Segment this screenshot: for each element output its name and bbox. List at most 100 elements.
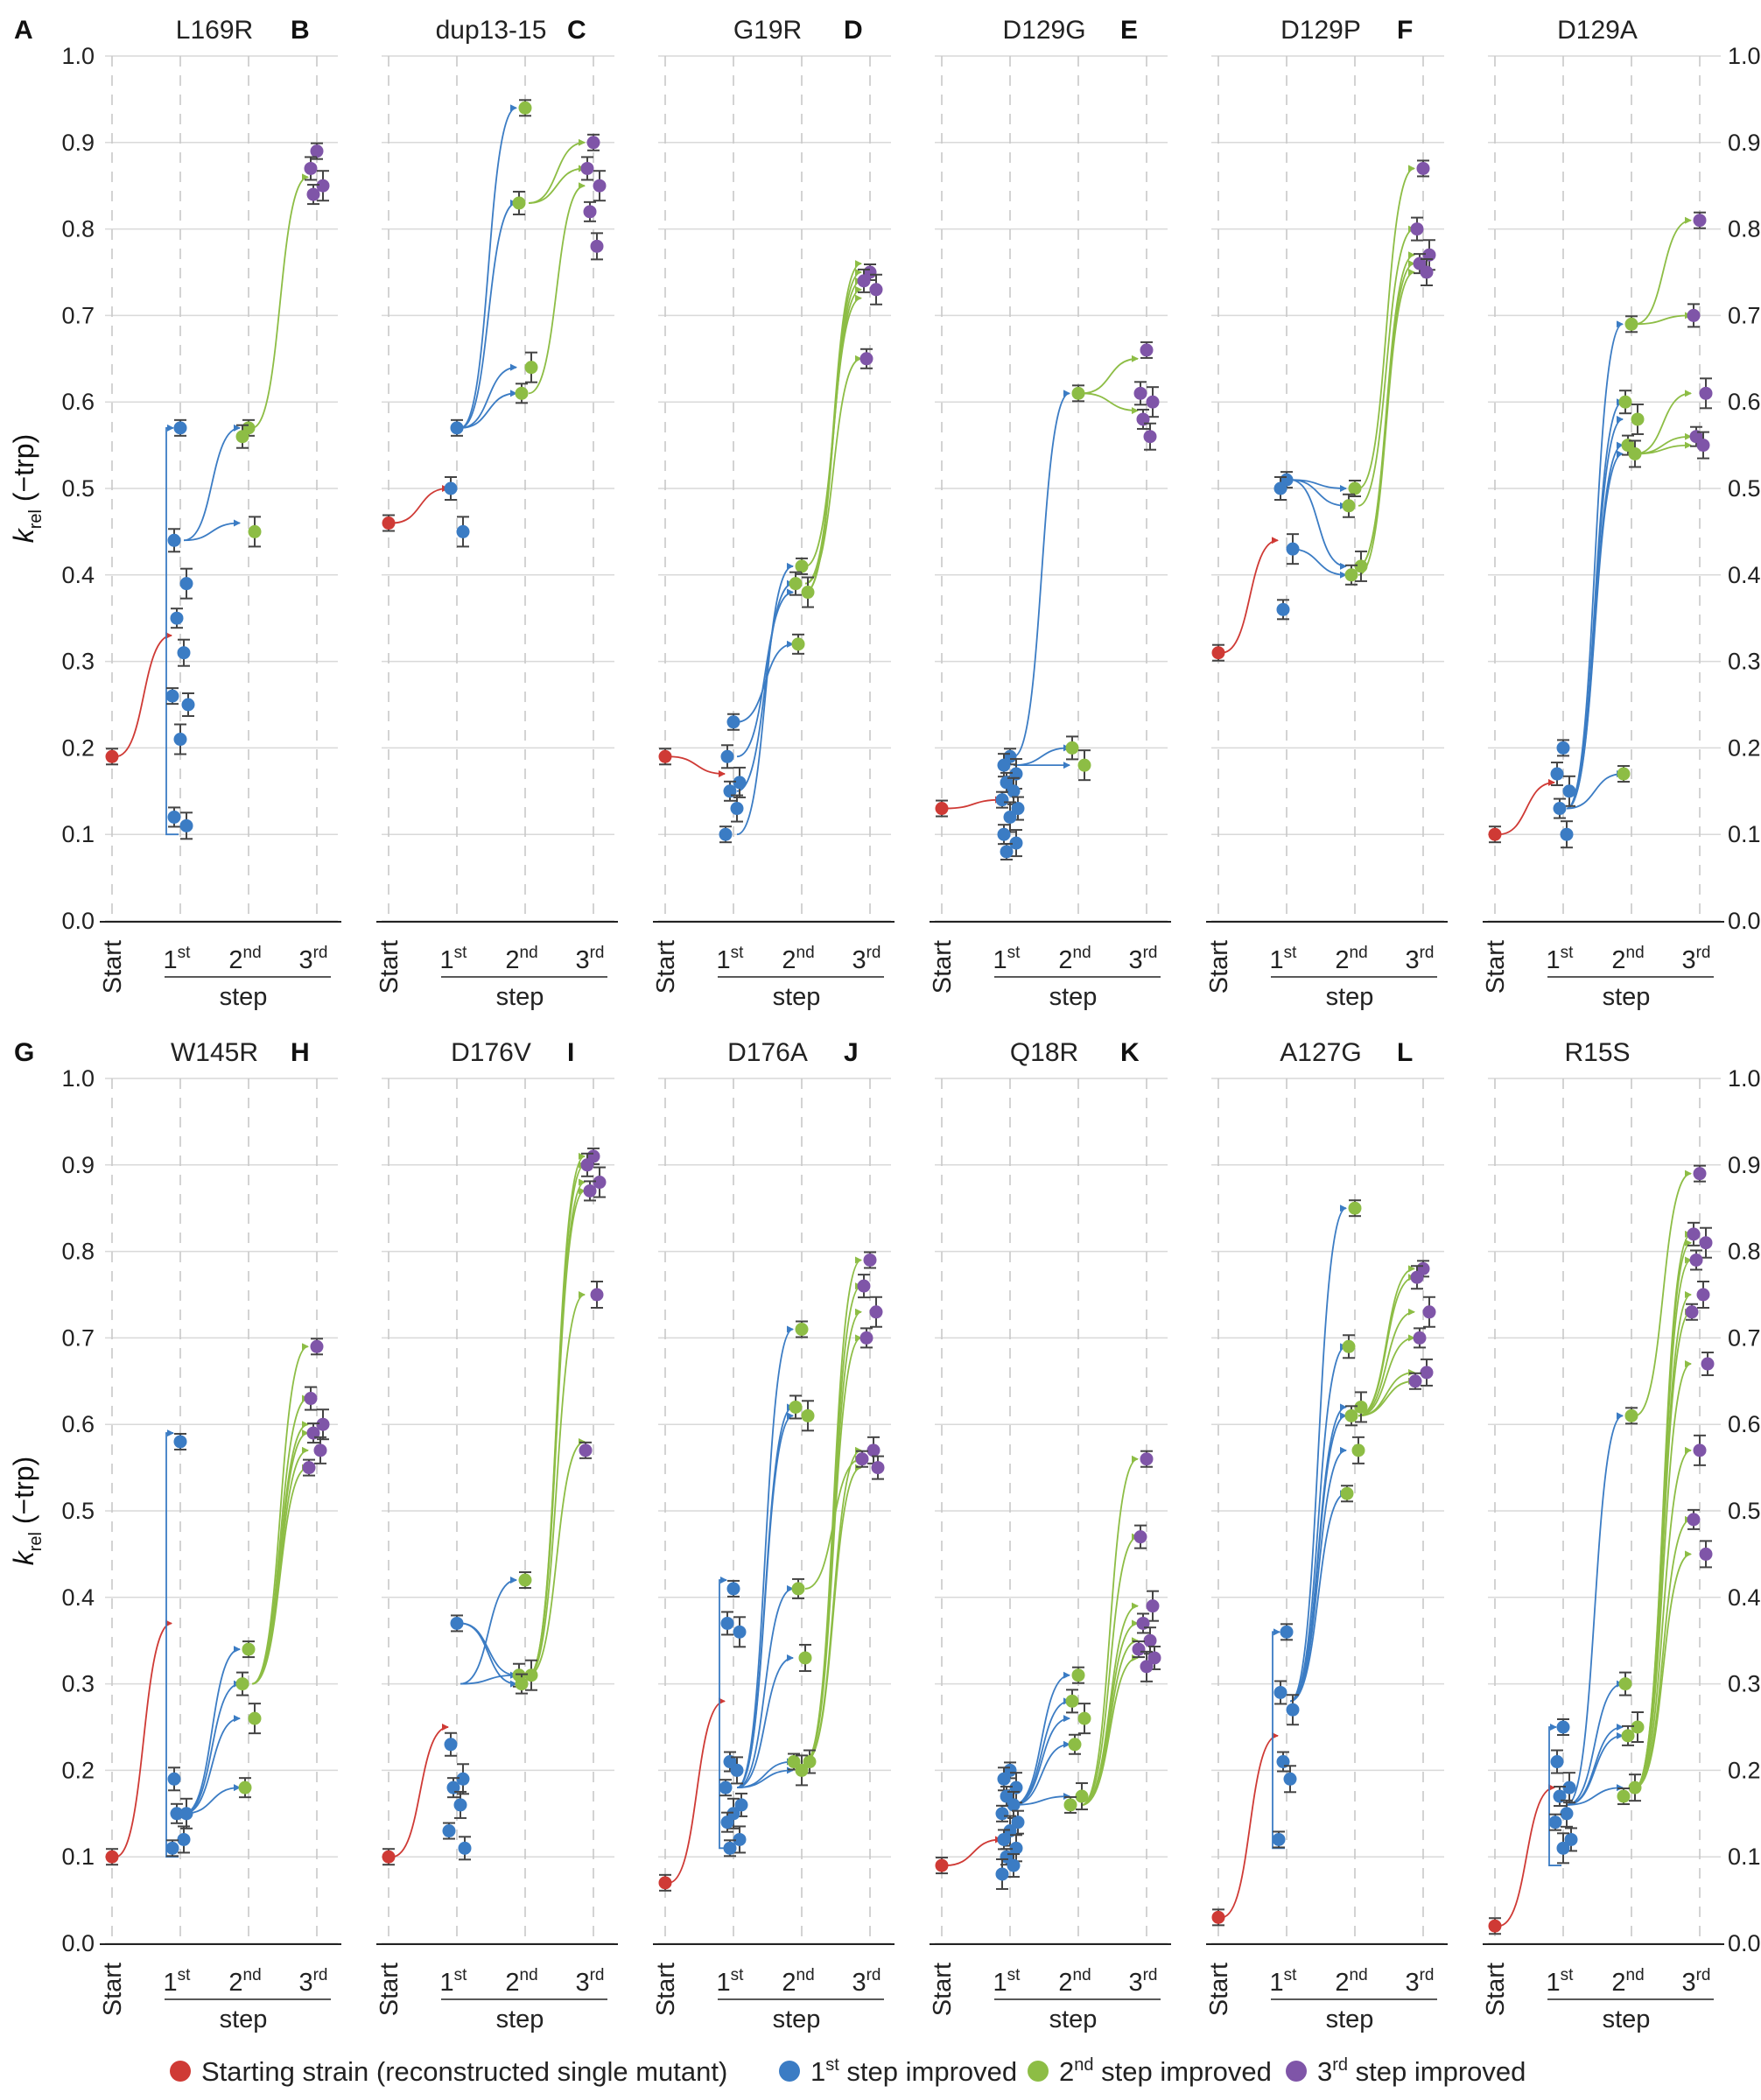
tick-ordinal: rd bbox=[1696, 1966, 1711, 1984]
y-tick-label: 0.5 bbox=[1728, 1498, 1761, 1524]
tick-ordinal: rd bbox=[1696, 944, 1711, 962]
arrow-step1 bbox=[183, 424, 241, 542]
arrow-step2 bbox=[251, 1429, 309, 1685]
arrow-step1 bbox=[1566, 1731, 1624, 1806]
panel-title: A127G bbox=[1280, 1038, 1361, 1067]
data-point-start bbox=[658, 749, 672, 763]
arrow-step1 bbox=[460, 390, 517, 429]
arrow-step1 bbox=[736, 1584, 794, 1789]
point-layer bbox=[658, 1251, 885, 1892]
data-point-step1 bbox=[1556, 741, 1570, 755]
data-point-step2 bbox=[524, 361, 538, 375]
data-point-step2 bbox=[1077, 758, 1091, 772]
data-point-step2 bbox=[1618, 395, 1632, 409]
arrow-layer bbox=[668, 260, 862, 836]
tick-number: 3 bbox=[298, 1969, 312, 1997]
data-point-step2 bbox=[1624, 1408, 1638, 1422]
x-tick-label-1st: 1st bbox=[164, 944, 192, 974]
data-point-step2 bbox=[787, 1755, 801, 1769]
data-point-step2 bbox=[235, 430, 249, 444]
arrow-step1 bbox=[460, 363, 517, 429]
x-tick-label-3rd: 3rd bbox=[1681, 1966, 1710, 1997]
y-tick-label: 0.7 bbox=[61, 302, 95, 328]
x-tick-label-3rd: 3rd bbox=[298, 1966, 327, 1997]
y-tick-label: 0.6 bbox=[1728, 389, 1761, 415]
y-tick-label: 0.8 bbox=[1728, 216, 1761, 242]
point-layer bbox=[1211, 159, 1436, 662]
legend-text-part: step improved bbox=[1348, 2056, 1526, 2087]
data-point-start bbox=[1488, 1919, 1502, 1933]
data-point-step1 bbox=[734, 1798, 748, 1812]
data-point-start bbox=[658, 1876, 672, 1890]
y-label-k: k bbox=[8, 527, 39, 543]
data-point-step1 bbox=[1553, 802, 1567, 816]
data-point-step3 bbox=[1693, 214, 1707, 228]
x-tick-label-1st: 1st bbox=[717, 1966, 745, 1997]
x-tick-label-2nd: 2nd bbox=[1335, 944, 1367, 974]
data-point-start bbox=[935, 802, 949, 816]
x-tick-label-2nd: 2nd bbox=[1335, 1966, 1367, 1997]
arrow-step1 bbox=[460, 200, 517, 429]
arrow-step1 bbox=[1272, 1628, 1285, 1850]
y-tick-label: 0.1 bbox=[1728, 1844, 1761, 1870]
tick-number: 3 bbox=[1681, 1969, 1695, 1997]
tick-ordinal: st bbox=[1007, 1966, 1021, 1984]
arrow-step1 bbox=[1013, 1715, 1070, 1806]
y-tick-label: 0.0 bbox=[61, 908, 95, 934]
data-point-step1 bbox=[179, 1807, 193, 1821]
panel-G: 0.0 0.1 0.2 0.3 0.4 0.5 0.6 0.7 0.8 0.9 1.0 G W145R S… bbox=[14, 1038, 341, 2033]
y-label-subscript: rel bbox=[26, 1532, 46, 1551]
data-point-step1 bbox=[1553, 1789, 1567, 1803]
data-point-step2 bbox=[1071, 386, 1085, 400]
tick-ordinal: rd bbox=[1143, 1966, 1158, 1984]
x-tick-label-3rd: 3rd bbox=[1405, 944, 1434, 974]
data-point-step1 bbox=[997, 827, 1011, 841]
legend-item-step3: 3rd step improved bbox=[1286, 2055, 1526, 2087]
data-point-step3 bbox=[1410, 1270, 1424, 1284]
data-point-start bbox=[1211, 646, 1225, 660]
data-point-step3 bbox=[871, 1461, 885, 1475]
panel-F: 0.0 0.1 0.2 0.3 0.4 0.5 0.6 0.7 0.8 0.9 1.0 F D129A S… bbox=[1397, 16, 1761, 1011]
panel-grid: 0.0 0.1 0.2 0.3 0.4 0.5 0.6 0.7 0.8 0.9 1.0 A L169R S… bbox=[8, 16, 1761, 2033]
tick-number: 1 bbox=[440, 946, 454, 974]
data-point-step3 bbox=[1133, 1530, 1147, 1544]
x-tick-label-1st: 1st bbox=[1270, 944, 1298, 974]
arrow-layer bbox=[1498, 1169, 1692, 1928]
x-group-label: step bbox=[1603, 983, 1651, 1011]
tick-number: 1 bbox=[1547, 946, 1561, 974]
data-point-step3 bbox=[1689, 1253, 1703, 1267]
point-layer bbox=[1488, 1164, 1715, 1935]
data-point-step1 bbox=[458, 1841, 472, 1855]
tick-number: 1 bbox=[440, 1969, 454, 1997]
data-point-step1 bbox=[167, 810, 181, 824]
data-point-step3 bbox=[583, 1183, 597, 1197]
data-point-step3 bbox=[1693, 1443, 1707, 1457]
arrow-step1 bbox=[1013, 1740, 1070, 1806]
arrow-start bbox=[391, 1724, 449, 1858]
x-tick-label-start: Start bbox=[652, 1963, 680, 2016]
arrow-step2 bbox=[1634, 1550, 1692, 1789]
data-point-step2 bbox=[1617, 767, 1631, 781]
y-tick-label: 0.2 bbox=[1728, 734, 1761, 761]
tick-ordinal: nd bbox=[520, 1966, 538, 1984]
data-point-step2 bbox=[1068, 1738, 1082, 1752]
data-point-step3 bbox=[1687, 308, 1701, 322]
data-point-step1 bbox=[733, 1625, 747, 1639]
arrow-step2 bbox=[528, 1438, 586, 1676]
arrow-step2 bbox=[1358, 225, 1415, 507]
y-tick-label: 0.2 bbox=[61, 734, 95, 761]
arrow-step2 bbox=[1081, 1455, 1139, 1806]
tick-number: 1 bbox=[164, 946, 178, 974]
arrow-step2 bbox=[1634, 441, 1692, 455]
arrow-layer bbox=[391, 104, 586, 524]
tick-ordinal: nd bbox=[1073, 944, 1091, 962]
data-point-step3 bbox=[1132, 1642, 1146, 1656]
data-point-step1 bbox=[723, 784, 737, 798]
point-layer bbox=[105, 1338, 330, 1866]
data-point-step1 bbox=[995, 1807, 1009, 1821]
tick-number: 2 bbox=[505, 946, 519, 974]
data-point-step1 bbox=[720, 1816, 734, 1830]
x-tick-label-3rd: 3rd bbox=[852, 944, 880, 974]
arrow-step2 bbox=[1081, 1654, 1139, 1806]
y-tick-label: 0.1 bbox=[61, 821, 95, 847]
